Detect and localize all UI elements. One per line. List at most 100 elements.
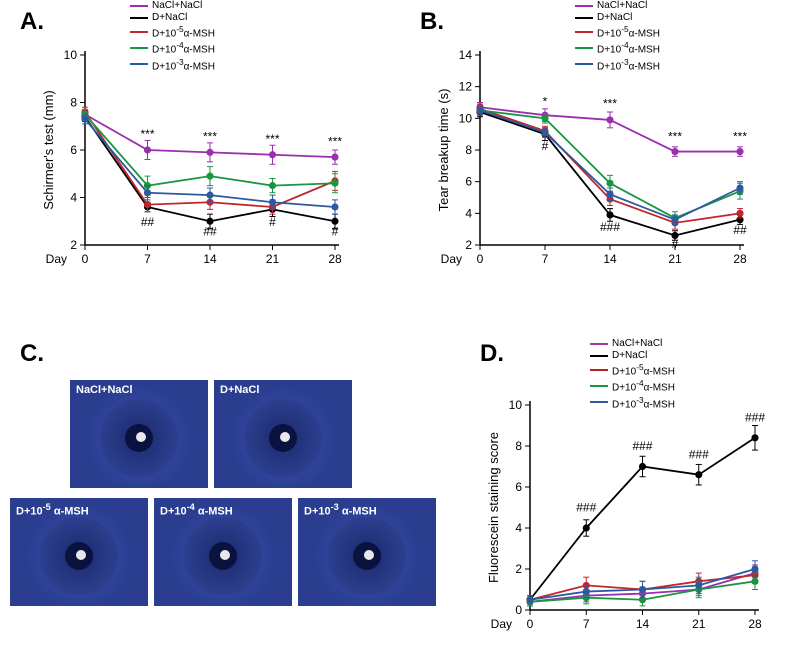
svg-text:14: 14 [203,252,217,266]
svg-text:4: 4 [70,191,77,205]
svg-text:14: 14 [459,48,473,62]
svg-text:***: *** [328,134,342,148]
svg-text:***: *** [603,96,617,110]
svg-text:7: 7 [583,617,590,631]
legend-swatch [575,17,593,19]
eye-image: D+NaCl [214,380,352,488]
svg-text:8: 8 [465,143,472,157]
legend-item-dnacl: D+NaCl [575,12,660,23]
legend-swatch [590,385,608,387]
svg-text:6: 6 [465,175,472,189]
legend-item-d1e3: D+10-3α-MSH [575,57,660,72]
svg-text:###: ### [689,447,709,461]
svg-text:0: 0 [477,252,484,266]
svg-text:Day: Day [441,252,462,266]
legend-item-dnacl: D+NaCl [130,12,215,23]
svg-text:10: 10 [64,48,78,62]
legend-swatch [590,355,608,357]
legend-item-d1e3: D+10-3α-MSH [130,57,215,72]
svg-text:7: 7 [144,252,151,266]
svg-text:2: 2 [515,562,522,576]
legend-item-nacl: NaCl+NaCl [575,0,660,11]
svg-text:21: 21 [692,617,706,631]
legend-item-d1e5: D+10-5α-MSH [130,24,215,39]
svg-text:***: *** [265,132,279,146]
svg-text:4: 4 [465,206,472,220]
legend-label: NaCl+NaCl [152,0,202,11]
eye-image-label: D+10-3 α-MSH [304,502,377,518]
svg-text:21: 21 [266,252,280,266]
svg-text:##: ## [203,225,217,239]
panel-c-images: NaCl+NaCl D+NaCl D+10-5 α-MSH D+10-4 α-MSH D… [10,370,470,630]
svg-text:10: 10 [459,111,473,125]
legend-swatch [590,369,608,371]
eye-image: D+10-4 α-MSH [154,498,292,606]
legend-item-dnacl: D+NaCl [590,350,675,361]
legend-swatch [130,47,148,49]
svg-text:7: 7 [542,252,549,266]
chart-d: 024681007142128DayFluorescein staining s… [475,395,785,655]
svg-text:***: *** [733,130,747,144]
svg-text:Day: Day [46,252,67,266]
svg-text:Tear breakup time (s): Tear breakup time (s) [436,89,451,212]
svg-text:14: 14 [636,617,650,631]
svg-text:###: ### [600,220,620,234]
svg-text:###: ### [576,501,596,515]
svg-text:6: 6 [515,480,522,494]
legend-swatch [130,63,148,65]
legend-swatch [590,401,608,403]
svg-text:Day: Day [491,617,512,631]
legend-item-d1e4: D+10-4α-MSH [130,40,215,55]
svg-text:***: *** [140,127,154,141]
legend-item-d1e5: D+10-5α-MSH [590,362,675,377]
svg-text:###: ### [745,410,765,424]
legend-label: D+NaCl [612,350,647,361]
eye-image-label: D+NaCl [220,384,259,396]
panel-c-label: C. [20,340,44,368]
svg-text:##: ## [733,223,747,237]
chart-a: 24681007142128DaySchirmer's test (mm)***… [25,35,365,295]
svg-text:6: 6 [70,143,77,157]
legend-label: D+10-5α-MSH [152,24,215,39]
svg-text:*: * [543,95,548,109]
svg-text:8: 8 [515,439,522,453]
panel-d-label: D. [480,340,504,368]
legend-a: NaCl+NaClD+NaClD+10-5α-MSHD+10-4α-MSH D+1… [130,0,215,73]
legend-label: D+10-3α-MSH [612,395,675,410]
svg-text:4: 4 [515,521,522,535]
svg-text:28: 28 [328,252,342,266]
legend-label: D+10-4α-MSH [152,40,215,55]
eye-image-label: NaCl+NaCl [76,384,133,396]
legend-label: D+10-3α-MSH [152,57,215,72]
svg-text:10: 10 [509,398,523,412]
legend-swatch [575,31,593,33]
legend-label: D+10-4α-MSH [612,378,675,393]
svg-text:0: 0 [515,603,522,617]
legend-label: D+10-3α-MSH [597,57,660,72]
svg-text:#: # [672,237,679,251]
svg-text:Schirmer's test (mm): Schirmer's test (mm) [41,90,56,209]
svg-text:0: 0 [82,252,89,266]
legend-label: D+NaCl [597,12,632,23]
legend-item-nacl: NaCl+NaCl [130,0,215,11]
svg-text:2: 2 [465,238,472,252]
svg-text:12: 12 [459,80,473,94]
svg-text:8: 8 [70,96,77,110]
legend-item-d1e4: D+10-4α-MSH [575,40,660,55]
chart-b: 246810121407142128DayTear breakup time (… [420,35,770,295]
panel-b-label: B. [420,8,444,36]
legend-label: NaCl+NaCl [612,338,662,349]
legend-b: NaCl+NaClD+NaClD+10-5α-MSHD+10-4α-MSH D+1… [575,0,660,73]
legend-swatch [575,5,593,7]
svg-text:28: 28 [733,252,747,266]
svg-text:###: ### [632,439,652,453]
svg-text:***: *** [203,130,217,144]
eye-image-label: D+10-5 α-MSH [16,502,89,518]
legend-item-d1e5: D+10-5α-MSH [575,24,660,39]
legend-swatch [575,47,593,49]
svg-text:***: *** [668,130,682,144]
svg-text:#: # [332,225,339,239]
legend-item-d1e4: D+10-4α-MSH [590,378,675,393]
svg-text:Fluorescein staining score: Fluorescein staining score [486,432,501,583]
legend-label: D+10-4α-MSH [597,40,660,55]
